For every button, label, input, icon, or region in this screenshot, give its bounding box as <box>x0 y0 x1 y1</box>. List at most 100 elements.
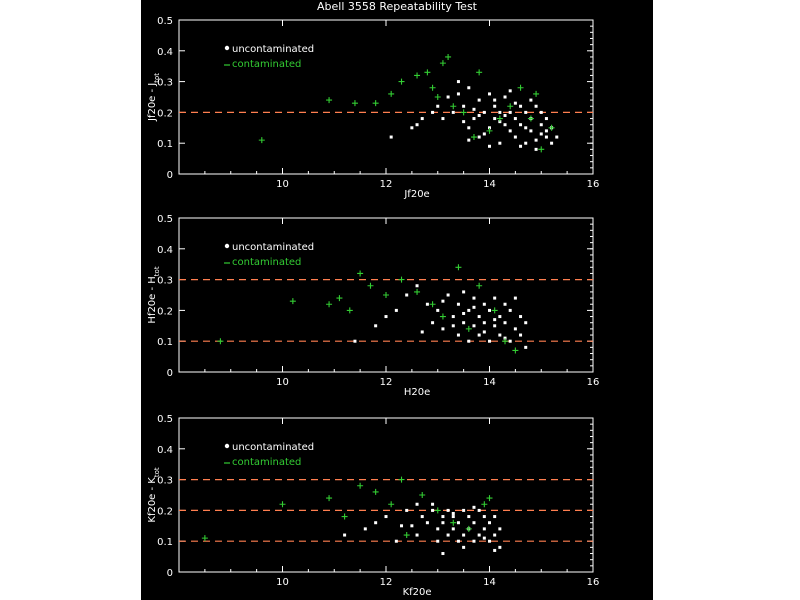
data-point-uncontaminated <box>482 110 486 114</box>
panel-2: 10 12 14 16 0 0.1 0.2 0.3 0.4 0.5 H20e Hf20e - Htot… <box>147 214 599 398</box>
y-tick-label: 0.1 <box>157 337 173 348</box>
legend-uncontaminated-label: uncontaminated <box>232 242 314 253</box>
data-point-contaminated <box>486 127 493 134</box>
data-point-uncontaminated <box>482 515 486 519</box>
data-point-contaminated <box>538 146 545 153</box>
data-point-uncontaminated <box>488 308 491 312</box>
data-point-contaminated <box>414 288 421 295</box>
data-point-contaminated <box>383 292 389 298</box>
data-point-uncontaminated <box>519 123 523 127</box>
data-point-uncontaminated <box>524 110 528 114</box>
data-point-uncontaminated <box>467 86 471 90</box>
data-point-uncontaminated <box>472 296 476 300</box>
data-point-uncontaminated <box>498 141 502 145</box>
data-point-uncontaminated <box>498 527 502 531</box>
data-point-uncontaminated <box>405 508 409 512</box>
data-point-contaminated <box>507 103 514 110</box>
data-point-uncontaminated <box>555 135 559 139</box>
x-tick-label: 14 <box>483 179 496 190</box>
x-axis-label: Kf20e <box>403 587 432 598</box>
y-tick-label: 0.3 <box>157 78 173 89</box>
y-tick-label: 0.4 <box>157 47 173 58</box>
data-point-contaminated <box>217 338 224 345</box>
data-point-uncontaminated <box>400 524 404 528</box>
data-point-uncontaminated <box>456 92 460 96</box>
data-point-uncontaminated <box>519 333 523 337</box>
y-tick-label: 0.2 <box>157 506 173 517</box>
data-point-uncontaminated <box>544 135 548 139</box>
data-point-uncontaminated <box>488 144 491 148</box>
data-point-uncontaminated <box>498 333 502 337</box>
figure-title: Abell 3558 Repeatability Test <box>317 0 478 13</box>
data-point-contaminated <box>424 69 431 76</box>
data-point-uncontaminated <box>425 302 429 306</box>
data-point-uncontaminated <box>456 302 460 306</box>
data-point-uncontaminated <box>436 104 440 108</box>
data-point-uncontaminated <box>508 89 512 93</box>
data-point-uncontaminated <box>482 321 486 325</box>
data-point-uncontaminated <box>451 515 455 519</box>
data-point-uncontaminated <box>363 527 367 531</box>
data-point-uncontaminated <box>472 305 476 309</box>
data-point-contaminated <box>460 109 467 116</box>
data-point-uncontaminated <box>513 117 517 121</box>
data-point-uncontaminated <box>446 533 450 537</box>
data-point-uncontaminated <box>451 324 455 328</box>
data-point-uncontaminated <box>498 120 502 124</box>
data-point-uncontaminated <box>493 318 497 322</box>
data-point-contaminated <box>398 476 405 483</box>
data-point-contaminated <box>434 94 441 100</box>
x-tick-label: 14 <box>483 377 496 388</box>
data-point-contaminated <box>476 282 483 289</box>
data-point-contaminated <box>465 525 472 532</box>
data-point-uncontaminated <box>441 515 445 519</box>
data-point-uncontaminated <box>493 104 497 108</box>
data-point-uncontaminated <box>529 98 533 102</box>
data-point-uncontaminated <box>508 110 512 114</box>
data-point-uncontaminated <box>436 539 440 543</box>
data-point-uncontaminated <box>513 327 517 331</box>
data-point-uncontaminated <box>482 302 486 306</box>
legend-uncontaminated-marker <box>224 443 230 449</box>
data-point-uncontaminated <box>456 539 460 543</box>
x-tick-label: 14 <box>483 577 496 588</box>
data-point-uncontaminated <box>472 521 476 525</box>
legend-uncontaminated-label: uncontaminated <box>232 44 314 55</box>
data-point-uncontaminated <box>493 296 497 300</box>
data-point-contaminated <box>533 90 540 97</box>
data-point-contaminated <box>372 488 379 495</box>
data-point-uncontaminated <box>482 536 486 540</box>
data-point-uncontaminated <box>415 284 419 288</box>
data-point-uncontaminated <box>503 113 507 117</box>
data-point-uncontaminated <box>436 308 440 312</box>
data-point-uncontaminated <box>446 508 450 512</box>
data-point-uncontaminated <box>420 515 424 519</box>
y-axis-label: Hf20e - Htot <box>147 266 161 323</box>
data-point-uncontaminated <box>472 117 476 121</box>
y-tick-label: 0.4 <box>157 445 173 456</box>
x-tick-label: 10 <box>276 179 289 190</box>
data-point-contaminated <box>201 535 208 542</box>
data-point-uncontaminated <box>477 508 481 512</box>
data-point-uncontaminated <box>467 138 471 142</box>
data-point-uncontaminated <box>410 524 414 528</box>
legend-uncontaminated-marker <box>224 45 230 51</box>
data-point-uncontaminated <box>493 98 497 102</box>
data-point-contaminated <box>429 84 436 91</box>
data-point-contaminated <box>450 519 457 526</box>
data-point-uncontaminated <box>467 339 471 343</box>
data-point-uncontaminated <box>374 521 378 525</box>
data-point-uncontaminated <box>389 135 393 139</box>
data-point-contaminated <box>502 338 509 345</box>
data-point-uncontaminated <box>534 104 538 108</box>
data-point-uncontaminated <box>415 533 419 537</box>
data-point-uncontaminated <box>441 521 445 525</box>
data-point-contaminated <box>517 84 524 91</box>
data-point-uncontaminated <box>467 126 471 130</box>
data-point-uncontaminated <box>384 515 388 519</box>
data-point-uncontaminated <box>462 311 466 315</box>
data-point-uncontaminated <box>462 120 466 124</box>
data-point-uncontaminated <box>415 502 419 506</box>
data-point-uncontaminated <box>462 508 466 512</box>
data-point-contaminated <box>388 501 395 508</box>
